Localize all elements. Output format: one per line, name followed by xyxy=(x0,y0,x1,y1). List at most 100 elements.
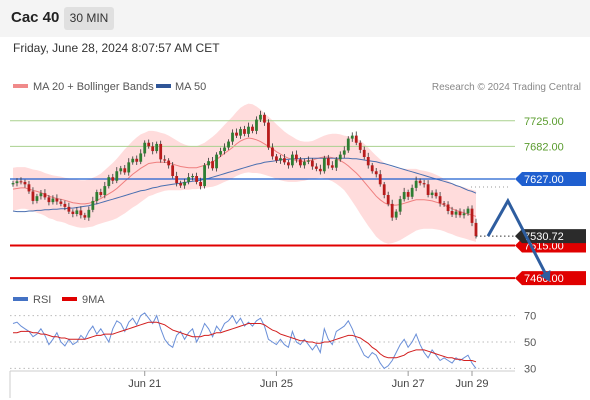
candle-body xyxy=(127,162,131,173)
candle-body xyxy=(338,154,342,160)
candle-body xyxy=(147,142,151,147)
candle-body xyxy=(11,183,15,185)
candle-body xyxy=(263,114,266,123)
candle-body xyxy=(15,181,19,184)
candle-body xyxy=(267,122,270,148)
candle-body xyxy=(378,174,382,185)
candle-body xyxy=(119,168,123,172)
x-tick-label: Jun 25 xyxy=(260,378,293,390)
candle-body xyxy=(255,119,258,131)
candle-body xyxy=(183,181,187,186)
candle-body xyxy=(167,160,171,166)
x-tick-label: Jun 29 xyxy=(455,378,488,390)
candle-body xyxy=(19,181,23,183)
candle-body xyxy=(191,176,195,178)
legend-swatch-ma20 xyxy=(13,84,28,88)
x-tick-label: Jun 21 xyxy=(128,378,161,390)
rsi-ma-line xyxy=(13,321,477,363)
candle-body xyxy=(350,135,354,139)
level-label-7627-00: 7627.00 xyxy=(524,174,564,186)
time-axis: Jun 21 Jun 25 Jun 27 Jun 29 xyxy=(9,370,515,398)
candle-body xyxy=(334,159,338,168)
candle-body xyxy=(139,153,143,162)
candle-body xyxy=(290,154,294,166)
level-label-7725-00: 7725.00 xyxy=(524,116,564,128)
candle-body xyxy=(354,135,358,143)
candle-body xyxy=(67,206,71,212)
candle-body xyxy=(175,176,179,184)
candle-body xyxy=(219,151,222,155)
candle-body xyxy=(406,192,410,197)
candle-body xyxy=(195,176,199,182)
candle-body xyxy=(271,147,274,157)
candle-body xyxy=(179,183,183,186)
candle-body xyxy=(358,142,362,150)
candle-body xyxy=(75,210,79,214)
candle-body xyxy=(374,171,378,175)
candle-body xyxy=(35,196,39,201)
timeframe-button[interactable]: 30 MIN xyxy=(64,7,114,30)
legend-label-ma20: MA 20 + Bollinger Bands xyxy=(33,81,154,93)
candle-body xyxy=(462,213,466,216)
level-tag-pivot xyxy=(515,171,586,186)
candle-body xyxy=(294,154,298,160)
candle-body xyxy=(103,186,107,195)
candle-body xyxy=(414,180,418,188)
candle-body xyxy=(243,129,246,134)
legend-label-rsi: RSI xyxy=(33,294,51,306)
candle-body xyxy=(330,165,334,168)
candle-body xyxy=(171,165,175,176)
candle-body xyxy=(59,201,63,204)
candle-body xyxy=(99,192,103,195)
candle-body xyxy=(398,199,402,212)
candle-body xyxy=(23,181,27,185)
legend-swatch-rsi xyxy=(13,297,28,301)
candle-body xyxy=(422,183,426,185)
x-tick-label: Jun 27 xyxy=(392,378,425,390)
candle-body xyxy=(346,138,350,151)
price-plot: MA 20 + Bollinger Bands MA 50 Research © 2… xyxy=(10,81,586,286)
candle-body xyxy=(47,197,51,203)
level-label-7460-00: 7460.00 xyxy=(524,273,564,285)
candle-body xyxy=(342,150,346,155)
candle-body xyxy=(163,159,167,161)
candle-body xyxy=(151,146,155,152)
candle-body xyxy=(31,191,35,201)
rsi-tick-label: 50 xyxy=(524,337,536,349)
candle-body xyxy=(159,143,163,160)
candle-body xyxy=(43,193,47,198)
candle-body xyxy=(322,158,326,172)
candle-body xyxy=(470,208,474,223)
candle-body xyxy=(382,184,386,195)
candle-body xyxy=(187,177,191,182)
rsi-tick-label: 30 xyxy=(524,363,536,375)
rsi-plot: RSI 9MA 70 50 30 xyxy=(10,294,536,375)
candle-body xyxy=(251,126,254,131)
candle-body xyxy=(223,147,226,152)
rsi-tick-label: 70 xyxy=(524,311,536,323)
instrument-title: Cac 40 xyxy=(11,9,60,26)
candle-body xyxy=(474,222,478,237)
candle-body xyxy=(275,156,278,161)
candle-body xyxy=(207,161,210,166)
candle-body xyxy=(394,211,398,218)
candle-body xyxy=(143,142,147,154)
candle-body xyxy=(283,158,286,163)
candle-body xyxy=(410,187,414,197)
candle-body xyxy=(310,160,314,167)
candle-body xyxy=(366,157,370,166)
forecast-arrow xyxy=(486,197,550,279)
candle-body xyxy=(318,168,322,172)
candle-body xyxy=(79,210,83,216)
candle-body xyxy=(155,143,159,152)
watermark: Research © 2024 Trading Central xyxy=(432,82,581,93)
candle-body xyxy=(370,165,374,172)
candle-body xyxy=(227,141,230,148)
candle-body xyxy=(362,149,366,157)
candle-body xyxy=(302,161,306,166)
candle-body xyxy=(87,209,91,218)
candle-body xyxy=(466,208,470,214)
candle-body xyxy=(287,162,290,166)
